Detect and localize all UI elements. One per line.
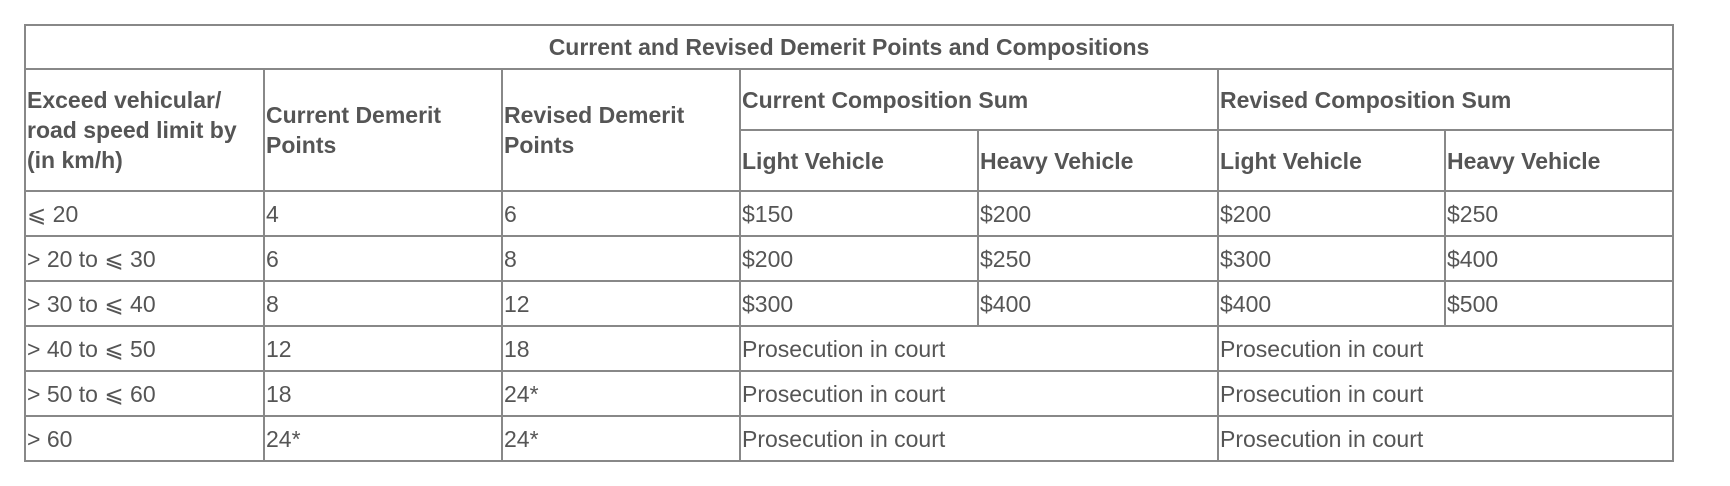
cell-speed: > 50 to ⩽ 60 <box>24 370 265 417</box>
cell-cur-light: $300 <box>739 280 979 327</box>
cell-cur-heavy: $400 <box>977 280 1219 327</box>
table-row: > 50 to ⩽ 60 18 24* Prosecution in court Pro… <box>24 370 1675 417</box>
header-current-sum: Current Composition Sum <box>739 68 1219 131</box>
cell-current: 4 <box>263 190 503 237</box>
cell-speed: > 30 to ⩽ 40 <box>24 280 265 327</box>
header-current-heavy: Heavy Vehicle <box>977 129 1219 192</box>
cell-speed: > 40 to ⩽ 50 <box>24 325 265 372</box>
table-row: > 40 to ⩽ 50 12 18 Prosecution in court Pros… <box>24 325 1675 372</box>
cell-rev-light: $200 <box>1217 190 1446 237</box>
cell-current: 8 <box>263 280 503 327</box>
cell-cur-light: $150 <box>739 190 979 237</box>
cell-cur-heavy: $250 <box>977 235 1219 282</box>
cell-revised: 6 <box>501 190 741 237</box>
cell-rev-sum: Prosecution in court <box>1216 415 1675 462</box>
table-title: Current and Revised Demerit Points and C… <box>23 24 1675 70</box>
cell-rev-heavy: $250 <box>1443 190 1675 237</box>
header-speed: Exceed vehicular/ road speed limit by (i… <box>24 68 265 192</box>
cell-speed: > 60 <box>24 415 265 462</box>
cell-rev-light: $400 <box>1217 280 1446 327</box>
header-revised-sum: Revised Composition Sum <box>1216 68 1675 131</box>
cell-revised: 12 <box>501 280 741 327</box>
demerit-points-table: Current and Revised Demerit Points and C… <box>23 24 1675 462</box>
cell-rev-heavy: $500 <box>1443 280 1675 327</box>
header-current-points: Current Demerit Points <box>263 68 503 192</box>
table-row: ⩽ 20 4 6 $150 $200 $200 $250 <box>24 190 1675 237</box>
cell-cur-sum: Prosecution in court <box>739 370 1219 417</box>
header-revised-light: Light Vehicle <box>1217 129 1446 192</box>
table-row: > 30 to ⩽ 40 8 12 $300 $400 $400 $500 <box>24 280 1675 327</box>
cell-speed: > 20 to ⩽ 30 <box>24 235 265 282</box>
cell-current: 12 <box>263 325 503 372</box>
cell-revised: 8 <box>501 235 741 282</box>
cell-rev-light: $300 <box>1217 235 1446 282</box>
header-revised-heavy: Heavy Vehicle <box>1443 129 1675 192</box>
header-revised-points: Revised Demerit Points <box>501 68 741 192</box>
cell-revised: 24* <box>501 370 741 417</box>
cell-cur-heavy: $200 <box>977 190 1219 237</box>
cell-current: 24* <box>263 415 503 462</box>
cell-current: 6 <box>263 235 503 282</box>
cell-current: 18 <box>263 370 503 417</box>
cell-cur-sum: Prosecution in court <box>739 325 1219 372</box>
cell-speed: ⩽ 20 <box>24 190 265 237</box>
cell-revised: 24* <box>501 415 741 462</box>
cell-cur-light: $200 <box>739 235 979 282</box>
cell-rev-heavy: $400 <box>1443 235 1675 282</box>
table-row: > 20 to ⩽ 30 6 8 $200 $250 $300 $400 <box>24 235 1675 282</box>
cell-rev-sum: Prosecution in court <box>1216 370 1675 417</box>
cell-cur-sum: Prosecution in court <box>739 415 1219 462</box>
cell-revised: 18 <box>501 325 741 372</box>
cell-rev-sum: Prosecution in court <box>1216 325 1675 372</box>
header-current-light: Light Vehicle <box>739 129 979 192</box>
table-row: > 60 24* 24* Prosecution in court Prosecutio… <box>24 415 1675 462</box>
